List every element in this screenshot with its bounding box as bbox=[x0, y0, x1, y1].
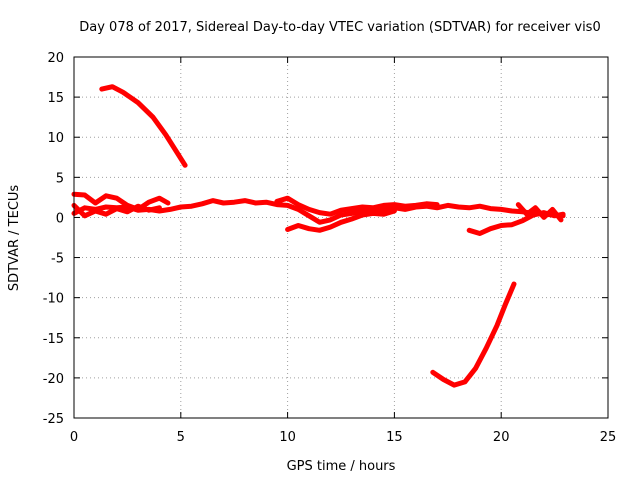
data-series bbox=[71, 84, 566, 388]
y-tick-label: -20 bbox=[43, 372, 64, 387]
x-tick-label: 0 bbox=[70, 430, 78, 445]
x-tick-label: 25 bbox=[600, 430, 617, 445]
series-midday-dip bbox=[285, 208, 397, 233]
grid bbox=[74, 57, 608, 418]
series-descending-arc bbox=[99, 84, 188, 168]
x-axis-title: GPS time / hours bbox=[287, 459, 396, 474]
y-tick-label: -5 bbox=[51, 252, 64, 267]
x-tick-label: 15 bbox=[386, 430, 403, 445]
y-axis-title: SDTVAR / TECUs bbox=[7, 185, 22, 292]
plot-frame bbox=[73, 56, 609, 419]
series-midday-band bbox=[274, 195, 440, 217]
y-tick-label: 5 bbox=[56, 171, 64, 186]
y-tick-label: -15 bbox=[43, 332, 64, 347]
y-tick-label: -25 bbox=[43, 412, 64, 427]
series-evening-band bbox=[515, 202, 564, 223]
series-ascending-arc bbox=[430, 281, 517, 388]
y-tick-label: 0 bbox=[56, 211, 64, 226]
series-main-band-3 bbox=[71, 202, 162, 219]
y-tick-label: 20 bbox=[47, 51, 64, 66]
chart-title: Day 078 of 2017, Sidereal Day-to-day VTE… bbox=[79, 20, 600, 35]
x-tick-label: 10 bbox=[279, 430, 296, 445]
x-tick-label: 20 bbox=[493, 430, 510, 445]
series-main-band-1 bbox=[71, 191, 171, 212]
x-tick-label: 5 bbox=[177, 430, 185, 445]
axis-ticks: 0 5 10 15 20 25 -25 -20 -15 -10 -5 0 5 10 15 20 bbox=[43, 51, 617, 445]
y-tick-label: 10 bbox=[47, 131, 64, 146]
y-tick-label: 15 bbox=[47, 91, 64, 106]
y-tick-label: -10 bbox=[43, 292, 64, 307]
